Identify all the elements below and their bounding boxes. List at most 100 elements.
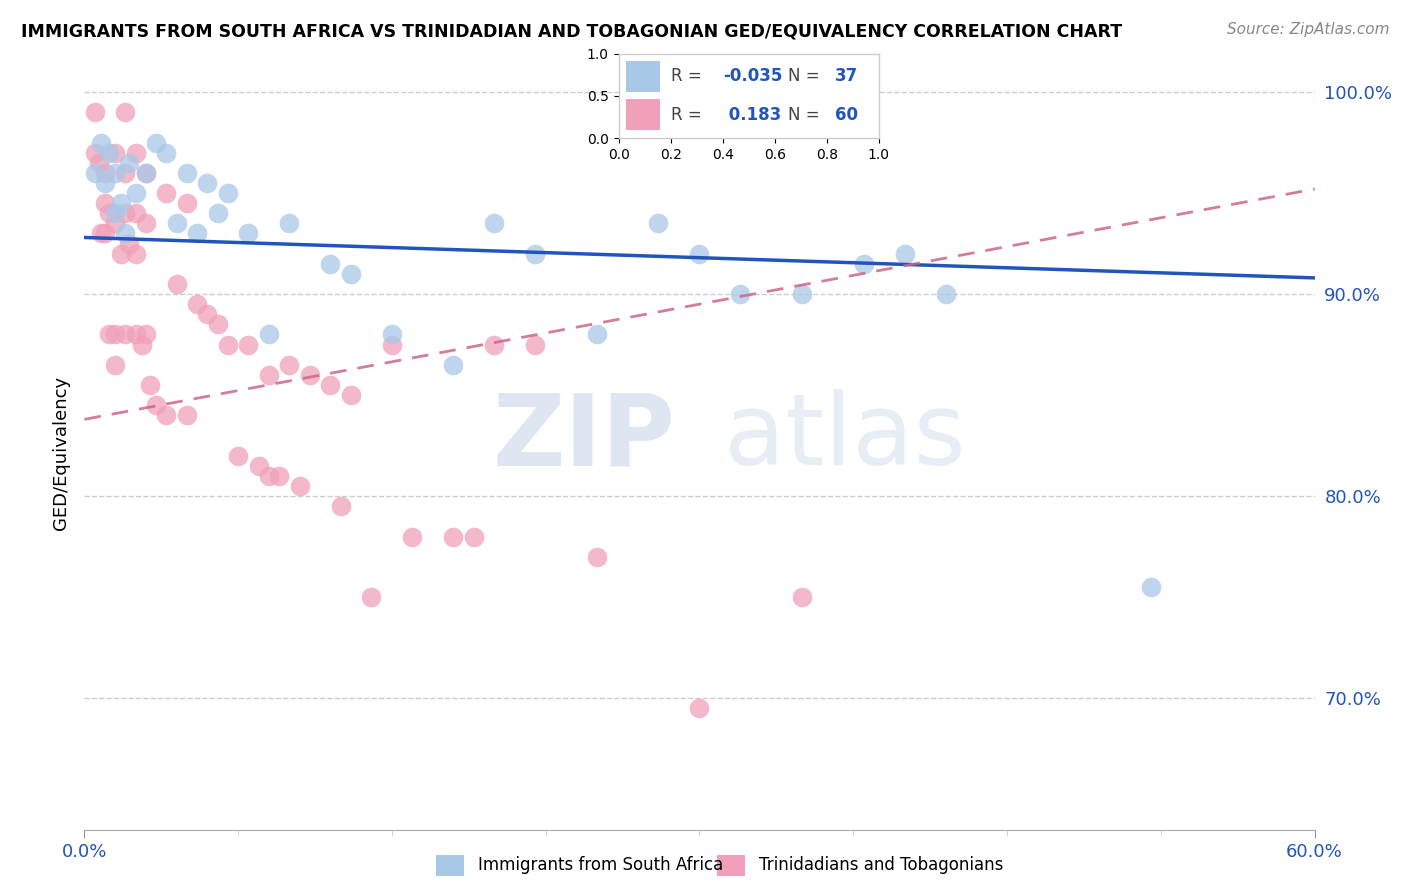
Point [176,409,198,423]
Point [269,469,291,483]
Text: N =: N = [787,105,824,123]
Point [329,500,352,514]
Point [155,409,177,423]
Point [484,216,506,230]
Point [104,166,127,180]
Point [104,216,127,230]
Point [226,449,249,463]
Point [135,327,157,342]
Text: R =: R = [671,68,707,86]
Point [443,530,465,544]
Point [90,227,112,241]
Point [176,196,198,211]
Point [176,166,198,180]
FancyBboxPatch shape [436,855,464,876]
Point [207,206,229,220]
Text: IMMIGRANTS FROM SOUTH AFRICA VS TRINIDADIAN AND TOBAGONIAN GED/EQUIVALENCY CORRE: IMMIGRANTS FROM SOUTH AFRICA VS TRINIDAD… [21,22,1122,40]
Point [586,327,609,342]
Point [484,337,506,351]
Point [83,166,105,180]
Text: Immigrants from South Africa: Immigrants from South Africa [478,856,723,874]
Point [104,145,127,160]
Text: Trinidadians and Tobagonians: Trinidadians and Tobagonians [759,856,1004,874]
Point [135,166,157,180]
Point [155,145,177,160]
Point [166,277,188,291]
Point [217,337,239,351]
Text: -0.035: -0.035 [723,68,782,86]
Point [207,318,229,332]
Point [114,206,136,220]
Point [94,166,117,180]
Point [217,186,239,200]
Point [94,227,117,241]
Point [197,176,219,190]
Point [90,136,112,150]
Point [110,196,132,211]
Point [135,166,157,180]
Point [118,236,141,251]
Text: 60: 60 [835,105,858,123]
Point [360,590,382,604]
Point [524,337,547,351]
Point [186,297,208,311]
Point [790,590,813,604]
Point [135,216,157,230]
Point [124,206,146,220]
Point [114,166,136,180]
Point [87,155,110,169]
Point [463,530,485,544]
Point [98,206,120,220]
Point [124,186,146,200]
Point [104,358,127,372]
Point [340,388,363,402]
Point [893,246,915,260]
Point [238,337,260,351]
Point [257,368,280,382]
Point [247,458,270,473]
Point [104,206,127,220]
Point [114,327,136,342]
Point [104,327,127,342]
Point [288,479,311,493]
Point [197,307,219,321]
Point [118,155,141,169]
Point [689,246,711,260]
Point [139,378,162,392]
Point [319,257,342,271]
Point [524,246,547,260]
Point [83,105,105,120]
Point [114,227,136,241]
Point [94,176,117,190]
Text: ZIP: ZIP [492,389,675,486]
Text: R =: R = [671,105,707,123]
Text: 37: 37 [835,68,858,86]
Point [124,327,146,342]
Point [340,267,363,281]
Point [647,216,669,230]
Text: 0.183: 0.183 [723,105,780,123]
Point [124,246,146,260]
Point [257,469,280,483]
Point [145,398,167,412]
Point [730,287,752,301]
Point [257,327,280,342]
Point [401,530,423,544]
Point [319,378,342,392]
Point [238,227,260,241]
Point [166,216,188,230]
Point [381,337,404,351]
Point [278,216,301,230]
Point [586,549,609,564]
FancyBboxPatch shape [717,855,745,876]
Point [935,287,957,301]
Point [110,246,132,260]
Point [298,368,321,382]
FancyBboxPatch shape [627,62,661,92]
Text: Source: ZipAtlas.com: Source: ZipAtlas.com [1226,22,1389,37]
Point [790,287,813,301]
Point [131,337,153,351]
Point [94,196,117,211]
Point [186,227,208,241]
Point [155,186,177,200]
